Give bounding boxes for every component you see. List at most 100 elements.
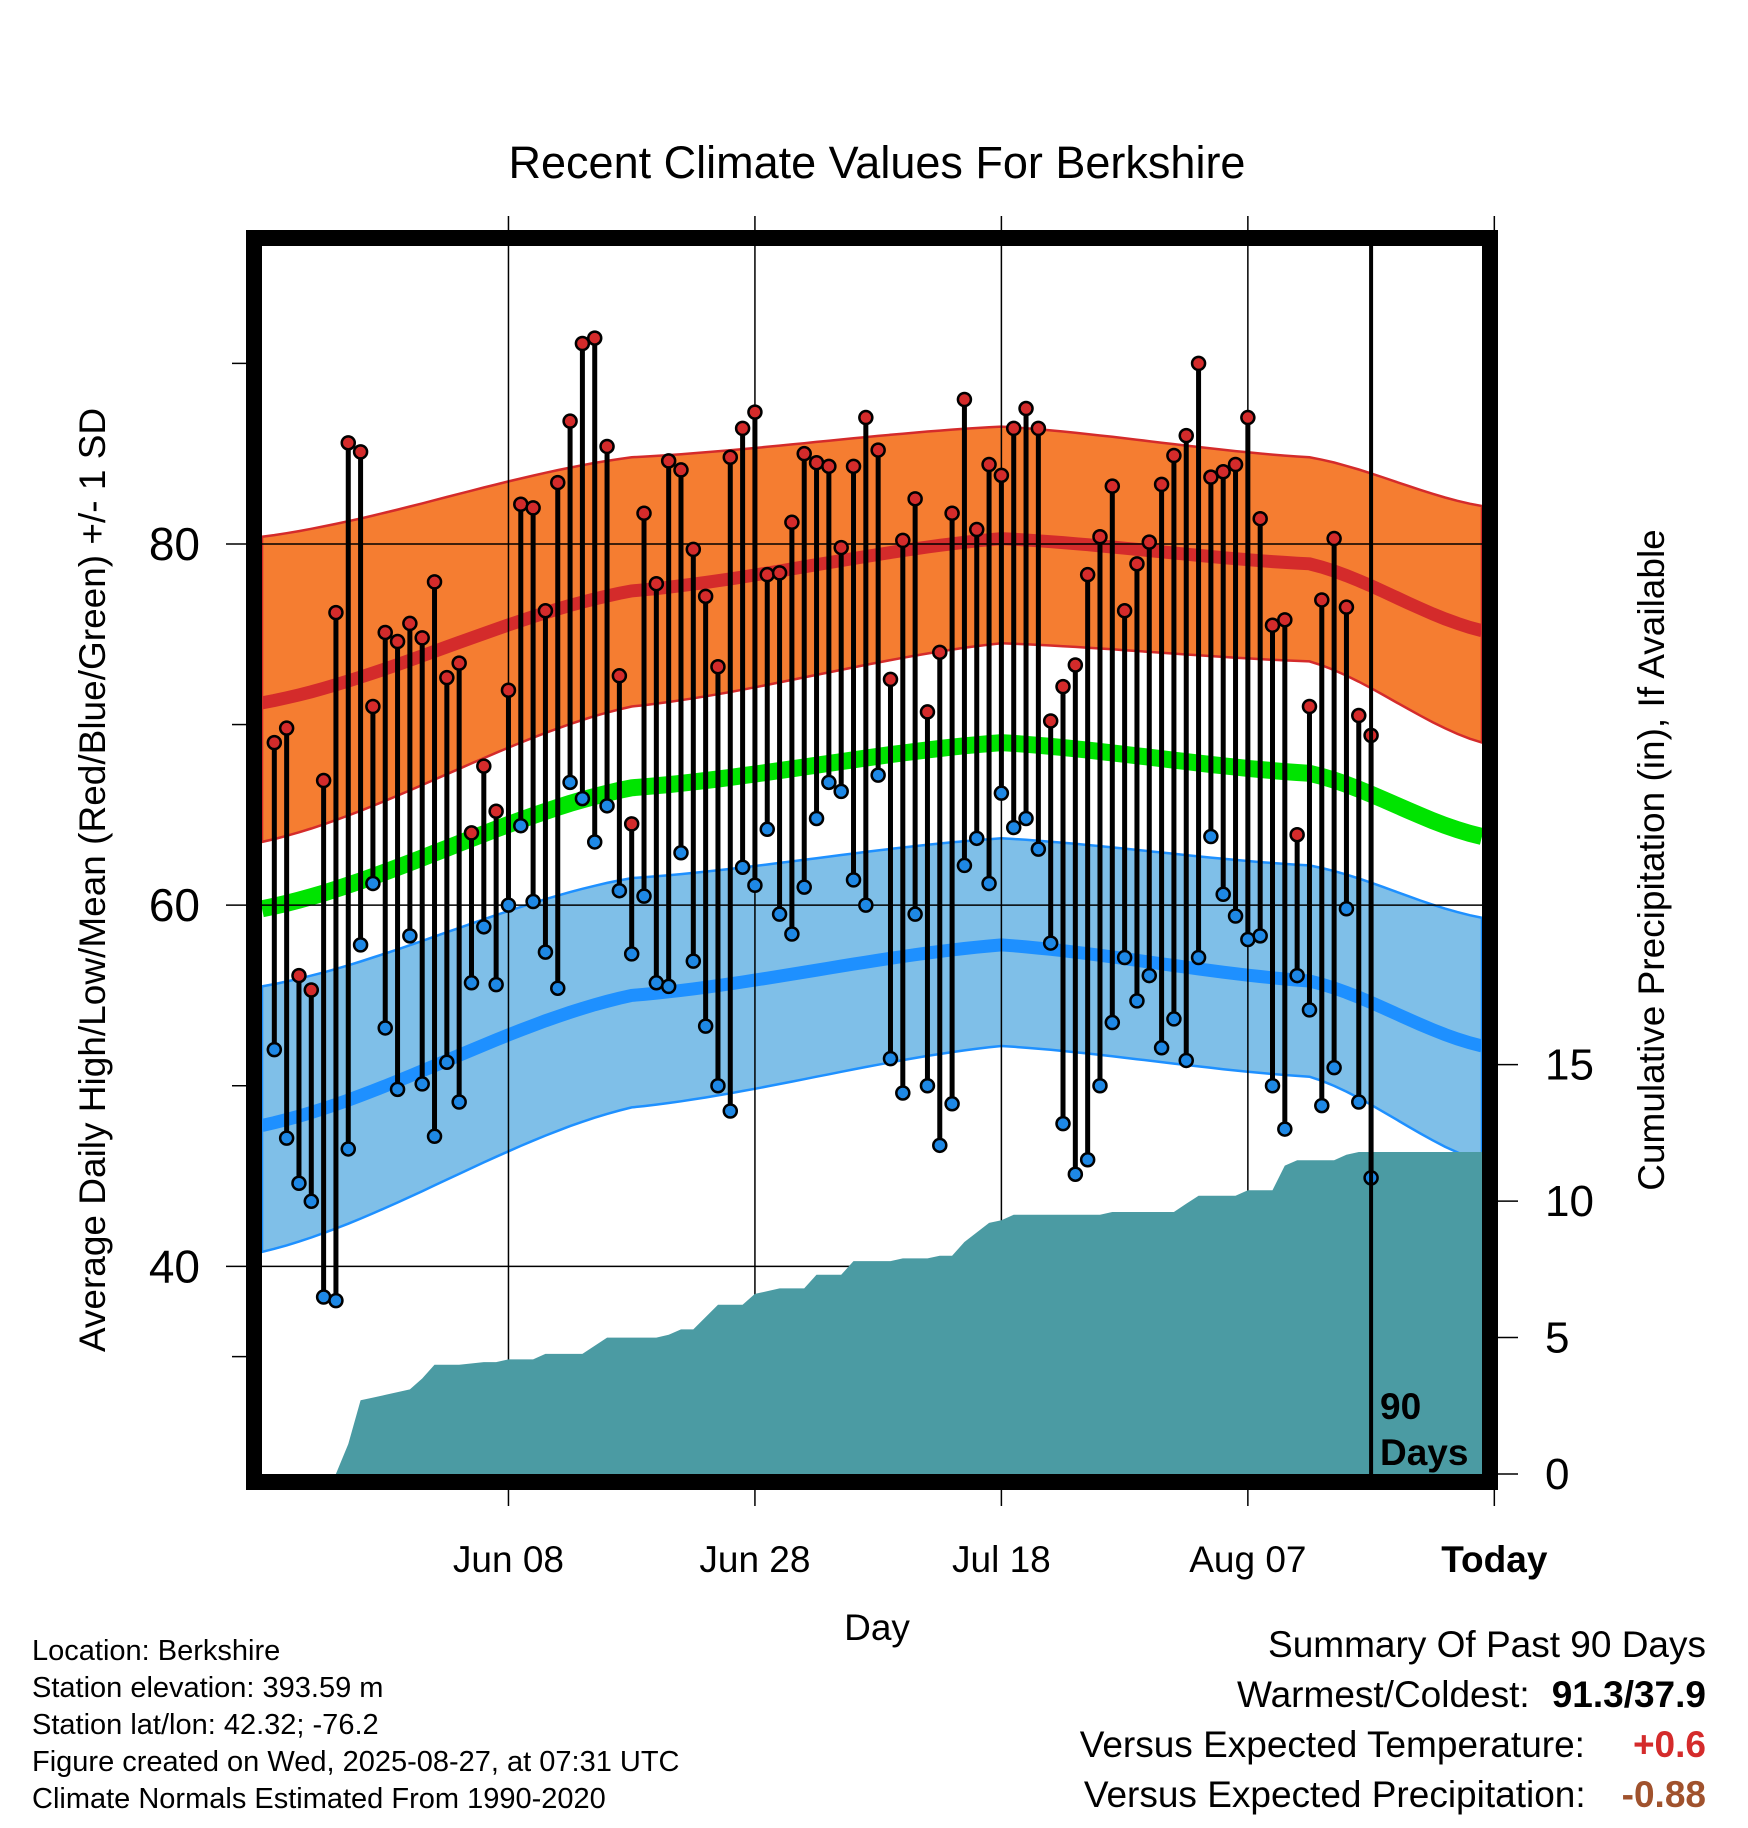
daily-high-point	[1264, 617, 1281, 633]
y-right-tick-label: 0	[1545, 1450, 1569, 1499]
daily-low-point	[1301, 1002, 1318, 1018]
daily-high-point	[1277, 612, 1293, 628]
y-left-tick-label: 60	[149, 879, 200, 931]
daily-high-point	[673, 462, 689, 478]
x-tick-label: Jun 28	[699, 1539, 810, 1580]
window-label-unit: Days	[1380, 1432, 1468, 1473]
daily-observations	[266, 330, 1379, 1309]
daily-high-point	[636, 505, 652, 522]
daily-high-point	[1240, 409, 1256, 426]
daily-low-point	[513, 817, 529, 834]
daily-high-point	[315, 772, 332, 789]
daily-high-point	[845, 458, 862, 475]
daily-low-point	[611, 882, 628, 899]
daily-high-point	[1104, 478, 1121, 494]
daily-high-point	[697, 588, 714, 605]
daily-low-point	[1042, 935, 1059, 951]
daily-low-point	[845, 872, 862, 888]
daily-low-point	[833, 783, 849, 800]
daily-high-point	[759, 566, 776, 583]
daily-high-point	[932, 644, 948, 661]
daily-low-point	[389, 1081, 406, 1098]
daily-low-point	[1055, 1115, 1071, 1132]
normal-low-line	[260, 938, 1484, 1132]
daily-high-point	[1326, 530, 1342, 547]
daily-low-point	[1104, 1014, 1121, 1031]
daily-low-point	[414, 1076, 430, 1092]
daily-low-point	[463, 975, 480, 991]
daily-low-point	[968, 830, 985, 847]
daily-low-point	[1227, 908, 1244, 924]
daily-high-point	[1079, 566, 1096, 583]
daily-low-point	[956, 857, 973, 874]
daily-low-point	[1067, 1166, 1084, 1182]
daily-low-point	[439, 1054, 455, 1071]
daily-high-point	[365, 698, 381, 715]
daily-high-point	[439, 669, 455, 686]
daily-high-point	[303, 982, 320, 998]
daily-high-point	[1190, 355, 1207, 372]
daily-high-point	[1067, 657, 1084, 673]
daily-high-point	[1116, 603, 1133, 619]
daily-high-point	[586, 330, 603, 346]
daily-low-point	[796, 879, 812, 895]
daily-low-point	[1314, 1097, 1330, 1114]
daily-high-point	[1092, 528, 1108, 545]
daily-high-point	[623, 816, 640, 832]
daily-high-point	[907, 491, 923, 507]
daily-low-point	[1166, 1011, 1182, 1027]
normal-high-line	[260, 532, 1484, 710]
daily-low-point	[377, 1020, 393, 1036]
daily-high-point	[488, 803, 504, 819]
daily-low-point	[710, 1077, 726, 1094]
summary-warmest-coldest: Warmest/Coldest: 91.3/37.9	[1237, 1674, 1706, 1716]
daily-high-point	[968, 521, 985, 538]
daily-high-point	[1042, 713, 1059, 729]
daily-low-point	[697, 1018, 714, 1034]
daily-high-point	[1005, 420, 1022, 437]
precip-cumulative-area	[262, 1152, 1482, 1474]
daily-high-point	[993, 467, 1010, 484]
precip-anomaly-label: Versus Expected Precipitation:	[1083, 1774, 1586, 1815]
x-tick-label: Jul 18	[952, 1539, 1051, 1580]
daily-low-point	[1092, 1077, 1108, 1094]
info-elevation: Station elevation: 393.59 m	[32, 1672, 384, 1704]
normal-mean-line	[260, 734, 1485, 918]
daily-low-point	[340, 1141, 357, 1157]
daily-high-point	[919, 704, 936, 720]
daily-low-point	[981, 875, 997, 892]
daily-high-point	[291, 967, 307, 984]
daily-high-point	[833, 539, 849, 556]
daily-high-point	[537, 603, 554, 619]
y-right-tick-label: 5	[1545, 1314, 1569, 1363]
daily-high-point	[895, 532, 911, 549]
daily-high-point	[476, 758, 492, 774]
daily-low-point	[932, 1137, 948, 1154]
x-tick-label: Jun 08	[453, 1539, 564, 1580]
daily-high-point	[1203, 469, 1219, 485]
daily-low-point	[1129, 993, 1145, 1009]
daily-low-point	[895, 1085, 911, 1101]
daily-low-point	[291, 1175, 307, 1192]
daily-low-point	[1153, 1040, 1170, 1056]
daily-low-point	[771, 906, 788, 922]
daily-high-point	[328, 604, 344, 621]
daily-high-point	[747, 404, 763, 420]
daily-high-point	[562, 413, 578, 429]
daily-low-point	[636, 888, 652, 904]
info-location: Location: Berkshire	[32, 1635, 281, 1667]
plot-frame	[246, 230, 1498, 1490]
daily-high-point	[1030, 420, 1047, 437]
daily-low-point	[673, 845, 689, 861]
x-axis-title: Day	[844, 1607, 910, 1648]
daily-high-point	[944, 505, 960, 522]
daily-high-point	[1338, 599, 1355, 615]
plot-border	[246, 230, 1498, 1490]
daily-low-point	[1018, 810, 1034, 827]
daily-low-point	[562, 774, 578, 791]
daily-low-point	[500, 897, 517, 913]
daily-low-point	[784, 926, 800, 942]
daily-low-point	[1215, 886, 1231, 903]
daily-high-point	[1178, 427, 1194, 444]
daily-high-point	[648, 575, 665, 592]
